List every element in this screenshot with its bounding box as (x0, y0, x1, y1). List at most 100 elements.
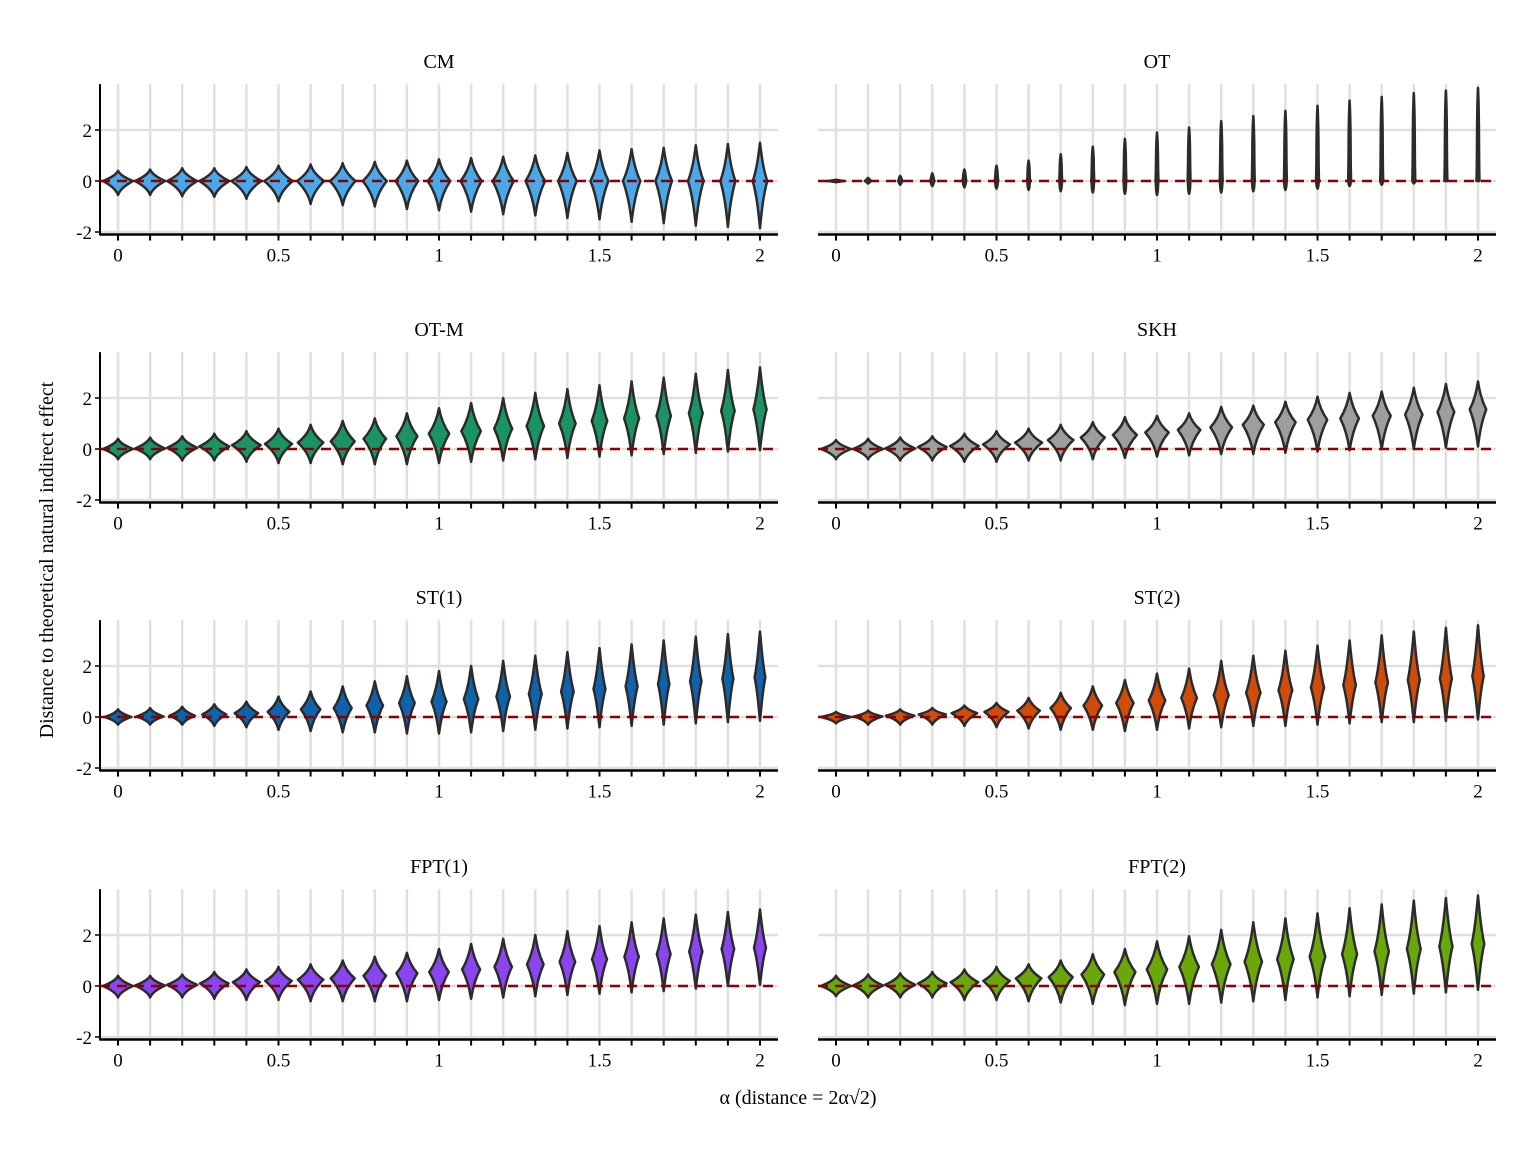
violin (622, 380, 641, 457)
violin (961, 168, 968, 189)
violin (1049, 691, 1073, 731)
violin (233, 700, 260, 729)
violin (395, 951, 419, 1003)
violin (1438, 626, 1454, 723)
violin (133, 168, 167, 197)
x-tick-label: 0.5 (985, 514, 1009, 535)
y-tick-label: 2 (83, 389, 93, 410)
x-tick-label: 2 (755, 514, 765, 535)
violin (557, 387, 577, 460)
x-tick-label: 1.5 (1306, 514, 1330, 535)
violin (101, 169, 135, 197)
x-axis-title: α (distance = 2α√2) (719, 1087, 876, 1109)
x-tick-label: 2 (755, 246, 765, 267)
violin (362, 955, 388, 1003)
violin (426, 158, 452, 212)
violin (883, 972, 917, 999)
y-tick-label: -2 (76, 759, 92, 780)
violin (1047, 959, 1074, 1004)
facet-panel-skh: SKH 0 0.5 1 1.5 2 (818, 319, 1496, 535)
violin (1082, 685, 1104, 731)
violin (491, 155, 515, 216)
x-tick-label: 1 (434, 246, 444, 267)
violin (1114, 678, 1135, 733)
violin (1209, 405, 1234, 456)
x-tick-label: 2 (755, 1051, 765, 1072)
x-tick-label: 0.5 (985, 1051, 1009, 1072)
x-tick-label: 1 (1152, 514, 1162, 535)
violin (1378, 95, 1385, 187)
violin (198, 432, 231, 462)
x-tick-label: 1 (434, 782, 444, 803)
violin (1314, 104, 1321, 190)
violin (1436, 382, 1456, 449)
y-axis-title: Distance to theoretical natural indirect… (36, 381, 58, 738)
violin (1244, 654, 1262, 728)
x-tick-label: 1.5 (588, 246, 612, 267)
x-tick-label: 1 (434, 514, 444, 535)
violin (1346, 99, 1353, 188)
violin (1374, 634, 1390, 724)
y-tick-label: 0 (83, 172, 93, 193)
violin (165, 973, 199, 999)
violin (493, 937, 514, 999)
x-tick-label: 1 (1152, 782, 1162, 803)
violin (688, 635, 703, 725)
violin (916, 970, 948, 999)
facet-panel-cm: CM -2 0 2 0 0.5 1 1.5 2 (76, 51, 778, 267)
violin (165, 167, 199, 198)
violin (460, 942, 482, 1000)
facet-panel-ot-m: OT-M -2 0 2 0 0.5 1 1.5 2 (76, 319, 778, 535)
violin (982, 965, 1011, 1002)
violin (296, 963, 325, 1003)
violin (1178, 935, 1201, 1006)
violin (917, 706, 948, 726)
x-tick-label: 0 (113, 1051, 123, 1072)
violin (395, 412, 419, 466)
violin (928, 172, 936, 188)
violin (1373, 903, 1391, 997)
violin (621, 147, 642, 224)
violin (1282, 109, 1289, 192)
violin (1079, 420, 1107, 461)
y-tick-label: -2 (76, 223, 92, 244)
violin (263, 427, 294, 465)
violin (135, 706, 165, 726)
x-tick-label: 2 (1473, 514, 1483, 535)
violin (328, 161, 357, 207)
violin (525, 391, 546, 461)
violin (1468, 380, 1488, 448)
panel-title: ST(1) (416, 587, 463, 609)
violin (686, 144, 705, 227)
panel-title: OT-M (414, 319, 463, 341)
x-tick-label: 1 (1152, 1051, 1162, 1072)
violin (720, 910, 736, 988)
panel-title: CM (423, 51, 454, 73)
violin (1147, 672, 1167, 731)
violin (752, 366, 768, 452)
x-tick-label: 0.5 (267, 782, 291, 803)
violin (1243, 921, 1264, 1003)
facet-panels: CM -2 0 2 0 0.5 1 1.5 2 OT 0 0.5 1 1.5 2 OT-M -2 0 2 0 0.5 1 1… (76, 51, 1496, 1072)
x-tick-label: 0 (113, 246, 123, 267)
violin (394, 159, 420, 211)
x-tick-label: 0.5 (985, 246, 1009, 267)
x-tick-label: 0 (113, 782, 123, 803)
panel-title: FPT(2) (1128, 856, 1186, 878)
violin (655, 917, 672, 993)
violin (1212, 659, 1230, 729)
x-tick-label: 1 (1152, 246, 1162, 267)
violin (1405, 899, 1422, 995)
violin (559, 650, 575, 730)
y-tick-label: -2 (76, 1028, 92, 1049)
panel-title: ST(2) (1134, 587, 1181, 609)
y-tick-label: 0 (83, 440, 93, 461)
violin (1144, 414, 1170, 458)
x-tick-label: 0 (831, 246, 841, 267)
violin (719, 368, 736, 453)
violin (1250, 114, 1257, 193)
violin (329, 419, 356, 466)
x-tick-label: 0.5 (985, 782, 1009, 803)
violin (266, 695, 291, 731)
